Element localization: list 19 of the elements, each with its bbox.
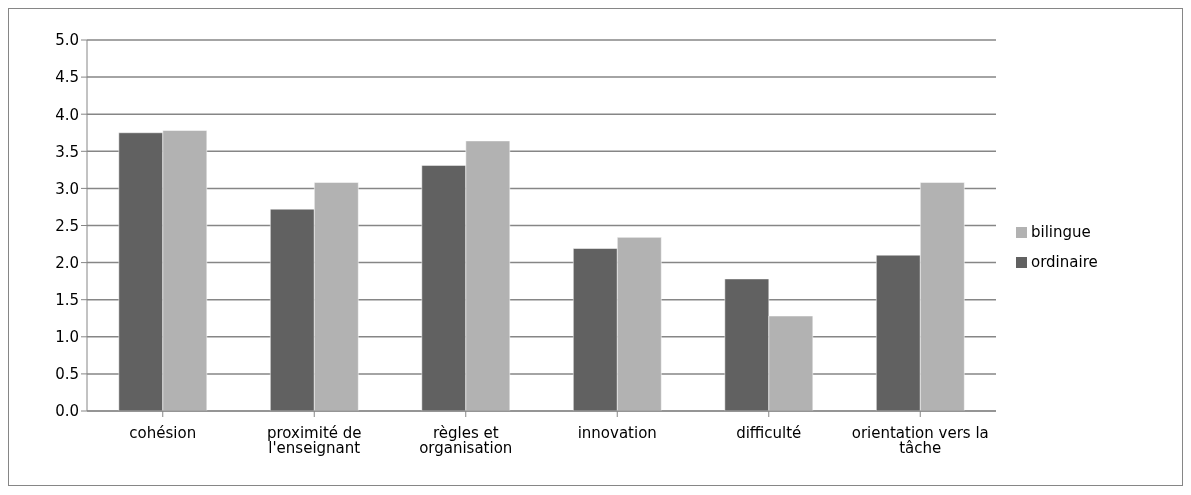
x-tick-label: innovation (577, 423, 657, 442)
y-tick-label: 5.0 (55, 31, 79, 50)
x-tick-label: difficulté (736, 423, 802, 442)
y-tick-label: 2.5 (55, 216, 79, 235)
y-tick-label: 1.5 (55, 291, 79, 310)
y-tick-label: 0.0 (55, 402, 79, 421)
y-tick-label: 4.5 (55, 68, 79, 87)
x-tick-label: cohésion (129, 423, 197, 442)
y-tick-label: 4.0 (55, 105, 79, 124)
y-tick-label: 2.0 (55, 253, 79, 272)
y-tick-label: 1.0 (55, 328, 79, 347)
x-tick-label: proximité de l'enseignant (266, 423, 362, 457)
y-tick-label: 0.5 (55, 365, 79, 384)
legend-label: ordinaire (1031, 253, 1098, 271)
x-tick-label: règles et organisation (419, 423, 513, 457)
legend-label: bilingue (1031, 223, 1091, 241)
y-tick-label: 3.5 (55, 142, 79, 161)
y-tick-label: 3.0 (55, 179, 79, 198)
x-tick-label: orientation vers la tâche (851, 423, 989, 457)
